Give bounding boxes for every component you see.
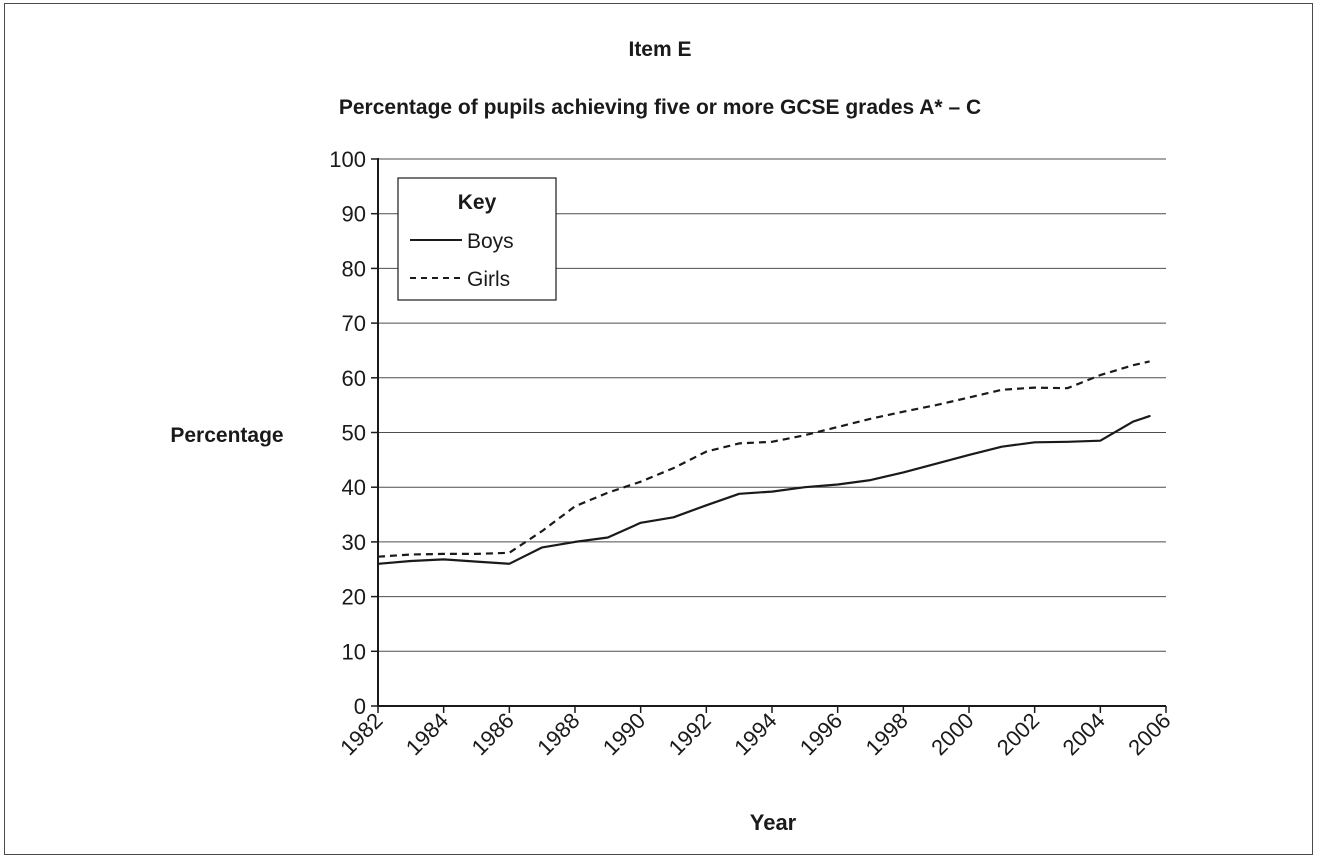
y-tick-label-70: 70 (342, 311, 366, 336)
legend-label-boys: Boys (467, 230, 514, 253)
y-tick-label-0: 0 (354, 694, 366, 719)
y-tick-label-80: 80 (342, 256, 366, 281)
x-tick-label-1986: 1986 (467, 708, 519, 760)
chart-title: Percentage of pupils achieving five or m… (339, 96, 981, 119)
x-tick-label-1988: 1988 (532, 708, 584, 760)
y-tick-label-30: 30 (342, 530, 366, 555)
gridlines (378, 158, 1166, 652)
series-line-boys (376, 415, 1151, 565)
legend: Key Boys Girls (397, 177, 557, 301)
x-tick-labels: 1982 1984 1986 1988 1990 1992 1994 1996 1998 2000… (335, 708, 1175, 760)
y-tick-label-60: 60 (342, 366, 366, 391)
legend-title: Key (458, 191, 497, 214)
y-tick-label-10: 10 (342, 639, 366, 664)
y-tick-label-90: 90 (342, 202, 366, 227)
x-tick-label-2002: 2002 (992, 708, 1044, 760)
series-lines (376, 360, 1151, 565)
x-tick-label-1984: 1984 (401, 708, 453, 760)
x-tick-label-1996: 1996 (795, 708, 847, 760)
x-tick-label-2000: 2000 (926, 708, 978, 760)
x-tick-label-1998: 1998 (861, 708, 913, 760)
legend-label-girls: Girls (467, 268, 510, 291)
y-tick-label-50: 50 (342, 421, 366, 446)
x-tick-label-1982: 1982 (335, 708, 387, 760)
item-label: Item E (628, 38, 691, 61)
axes (371, 158, 1167, 713)
x-tick-label-1994: 1994 (729, 708, 781, 760)
y-tick-labels: 0 10 20 30 40 50 60 70 80 90 100 (329, 147, 366, 719)
x-tick-label-2006: 2006 (1123, 708, 1175, 760)
x-tick-label-1990: 1990 (598, 708, 650, 760)
chart-frame: Item E Percentage of pupils achieving fi… (4, 3, 1313, 855)
series-line-girls (377, 360, 1150, 558)
chart-canvas: Item E Percentage of pupils achieving fi… (170, 38, 1175, 835)
y-tick-label-20: 20 (342, 585, 366, 610)
x-tick-label-1992: 1992 (664, 708, 716, 760)
x-axis-label: Year (750, 810, 797, 835)
x-tick-label-2004: 2004 (1058, 708, 1110, 760)
y-tick-label-40: 40 (342, 475, 366, 500)
y-axis-label: Percentage (170, 424, 283, 447)
y-tick-label-100: 100 (329, 147, 366, 172)
